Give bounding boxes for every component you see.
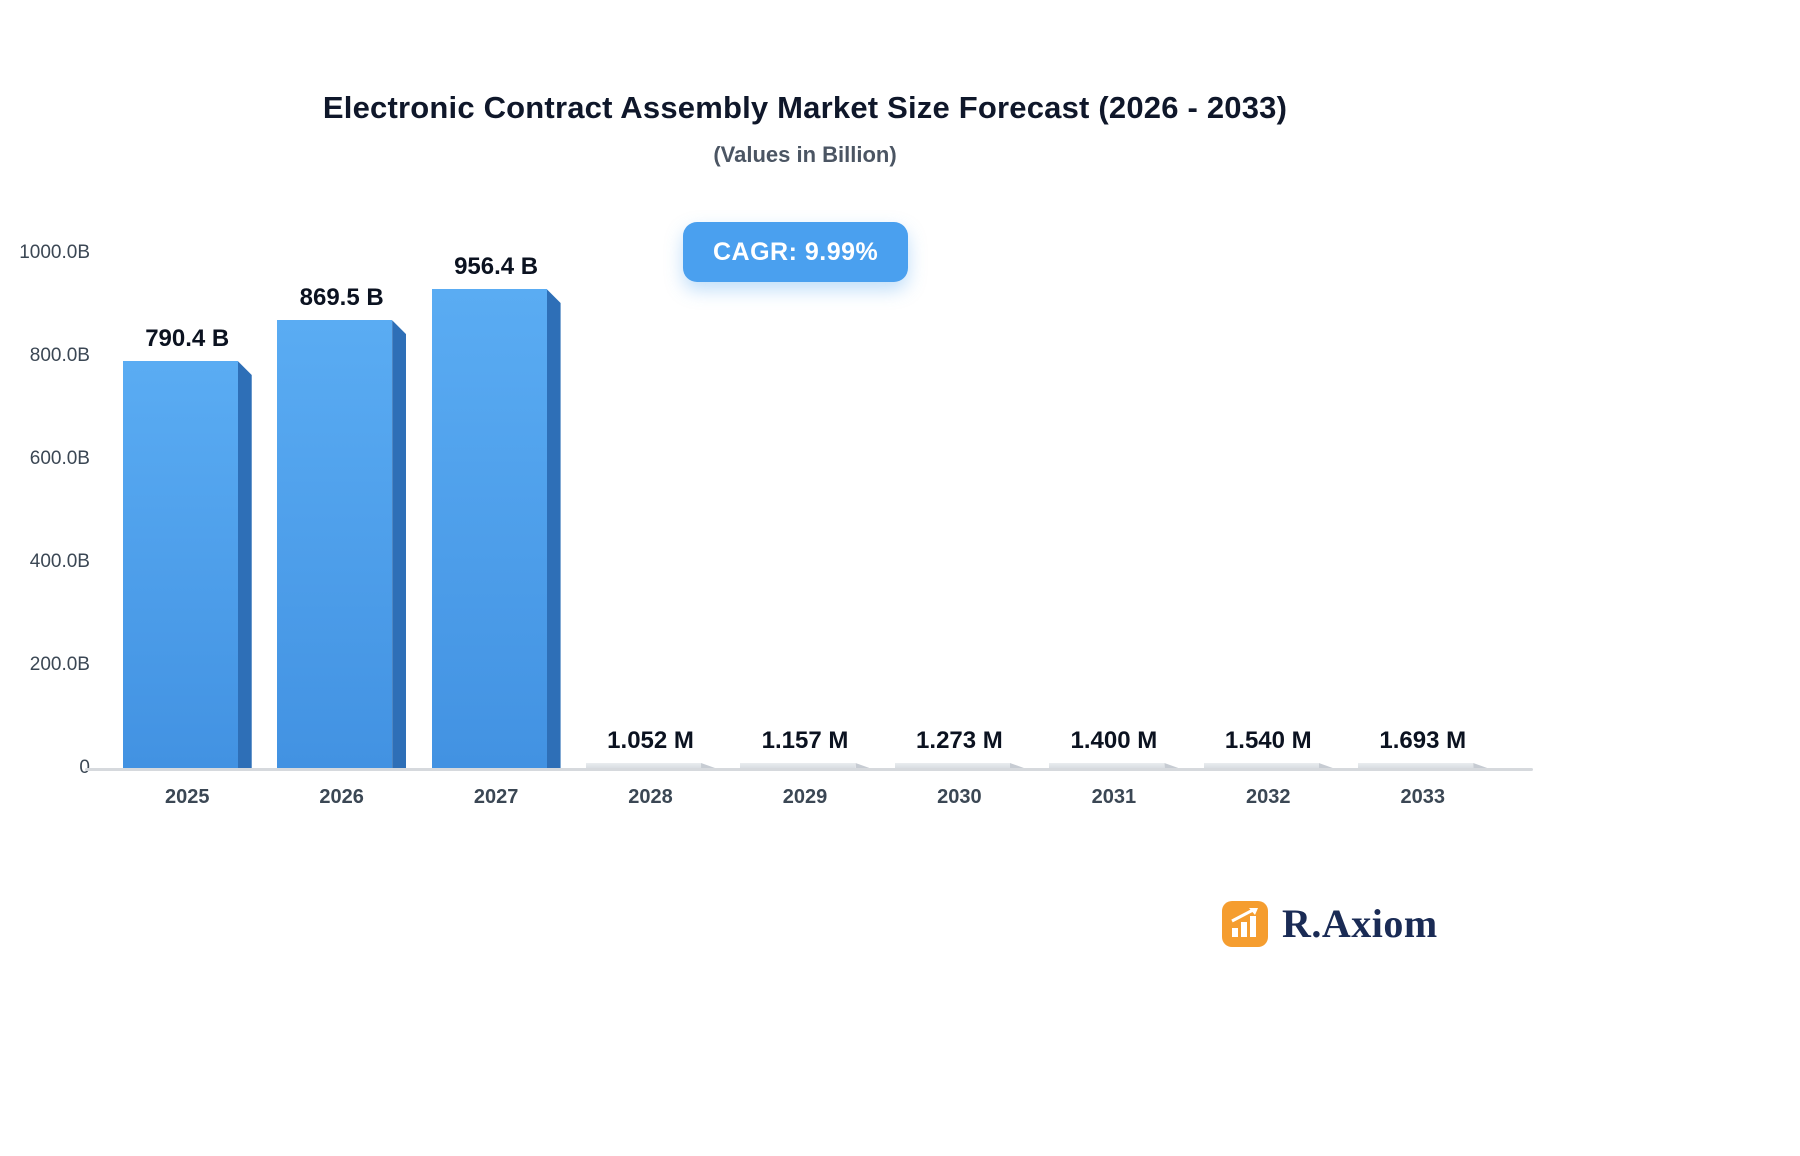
bar	[122, 360, 252, 768]
x-axis-label: 2029	[782, 786, 828, 808]
bar-group: 1.157 M	[728, 253, 882, 768]
bar-value-label: 790.4 B	[145, 324, 230, 352]
bar-face	[740, 763, 856, 768]
y-axis-label: 200.0B	[29, 654, 90, 675]
bar-value-label: 869.5 B	[299, 284, 384, 312]
bar	[894, 763, 1024, 768]
bar-side-3d	[1318, 763, 1333, 768]
bar-value-label: 1.052 M	[607, 727, 694, 754]
bar	[1203, 763, 1333, 768]
bar-face	[894, 763, 1010, 768]
bar-face	[1049, 763, 1165, 768]
x-axis-label: 2025	[164, 786, 210, 808]
bar	[586, 763, 716, 768]
x-axis-baseline	[85, 768, 1533, 771]
bar-side-3d	[1164, 763, 1179, 768]
chart-subtitle: (Values in Billion)	[713, 142, 897, 167]
bar-group: 1.540 M	[1191, 253, 1345, 768]
bar-face	[122, 360, 238, 768]
bar-group: 1.693 M	[1346, 253, 1500, 768]
bar-side-3d	[855, 763, 870, 768]
x-axis-label: 2031	[1091, 786, 1137, 808]
bar-side-3d	[1473, 763, 1488, 768]
bar-side-3d	[546, 289, 561, 768]
x-axis-label: 2027	[473, 786, 519, 808]
bar-group: 956.4 B	[419, 253, 573, 768]
cagr-badge: CAGR: 9.99%	[683, 222, 909, 282]
bar-side-3d	[1009, 763, 1024, 768]
plot-area: 790.4 B 869.5 B 956.4 B 1.052 M 1.157 M 1.273…	[110, 253, 1500, 768]
chart-header: Electronic Contract Assembly Market Size…	[0, 90, 1610, 168]
x-axis: 2025 2026 2027 2028 2029 2030 2031 2032 2033	[110, 786, 1500, 809]
bar-group: 869.5 B	[264, 253, 418, 768]
bar-side-3d	[237, 360, 252, 768]
bar-group: 1.400 M	[1037, 253, 1191, 768]
y-axis-label: 800.0B	[29, 345, 90, 366]
x-axis-label: 2033	[1400, 786, 1445, 808]
y-axis: 0 200.0B 400.0B 600.0B 800.0B 1000.0B	[0, 242, 90, 778]
bar-face	[1358, 763, 1474, 768]
bar-value-label: 1.693 M	[1379, 727, 1467, 754]
x-axis-label: 2028	[628, 786, 673, 808]
bar-group: 1.273 M	[882, 253, 1036, 768]
bar-face	[586, 763, 702, 768]
bar-face	[431, 289, 547, 768]
y-axis-label: 600.0B	[29, 448, 90, 469]
brand-name: R.Axiom	[1282, 901, 1438, 946]
bar-group: 790.4 B	[110, 253, 264, 768]
bar	[1049, 763, 1179, 768]
bar	[277, 320, 407, 768]
bar	[431, 289, 561, 768]
y-axis-label: 400.0B	[29, 551, 90, 572]
bar	[1358, 763, 1488, 768]
x-axis-label: 2032	[1246, 786, 1291, 808]
y-axis-label: 0	[79, 757, 90, 779]
bar-group: 1.052 M	[573, 253, 727, 768]
bar-value-label: 1.540 M	[1224, 727, 1312, 754]
x-axis-label: 2026	[319, 786, 364, 808]
bar-value-label: 1.400 M	[1070, 727, 1158, 754]
brand-logo: R.Axiom	[1222, 900, 1438, 947]
bar-value-label: 1.273 M	[916, 727, 1003, 754]
chart-title: Electronic Contract Assembly Market Size…	[322, 90, 1288, 125]
y-axis-label: 1000.0B	[19, 242, 90, 263]
bar-side-3d	[392, 320, 407, 768]
bar-face	[277, 320, 393, 768]
bar	[740, 763, 870, 768]
bar-value-label: 1.157 M	[761, 727, 849, 754]
bar-value-label: 956.4 B	[454, 253, 539, 280]
bar-face	[1203, 763, 1319, 768]
bar-chart-icon	[1222, 900, 1268, 947]
x-axis-label: 2030	[937, 786, 982, 808]
bar-side-3d	[701, 763, 716, 768]
